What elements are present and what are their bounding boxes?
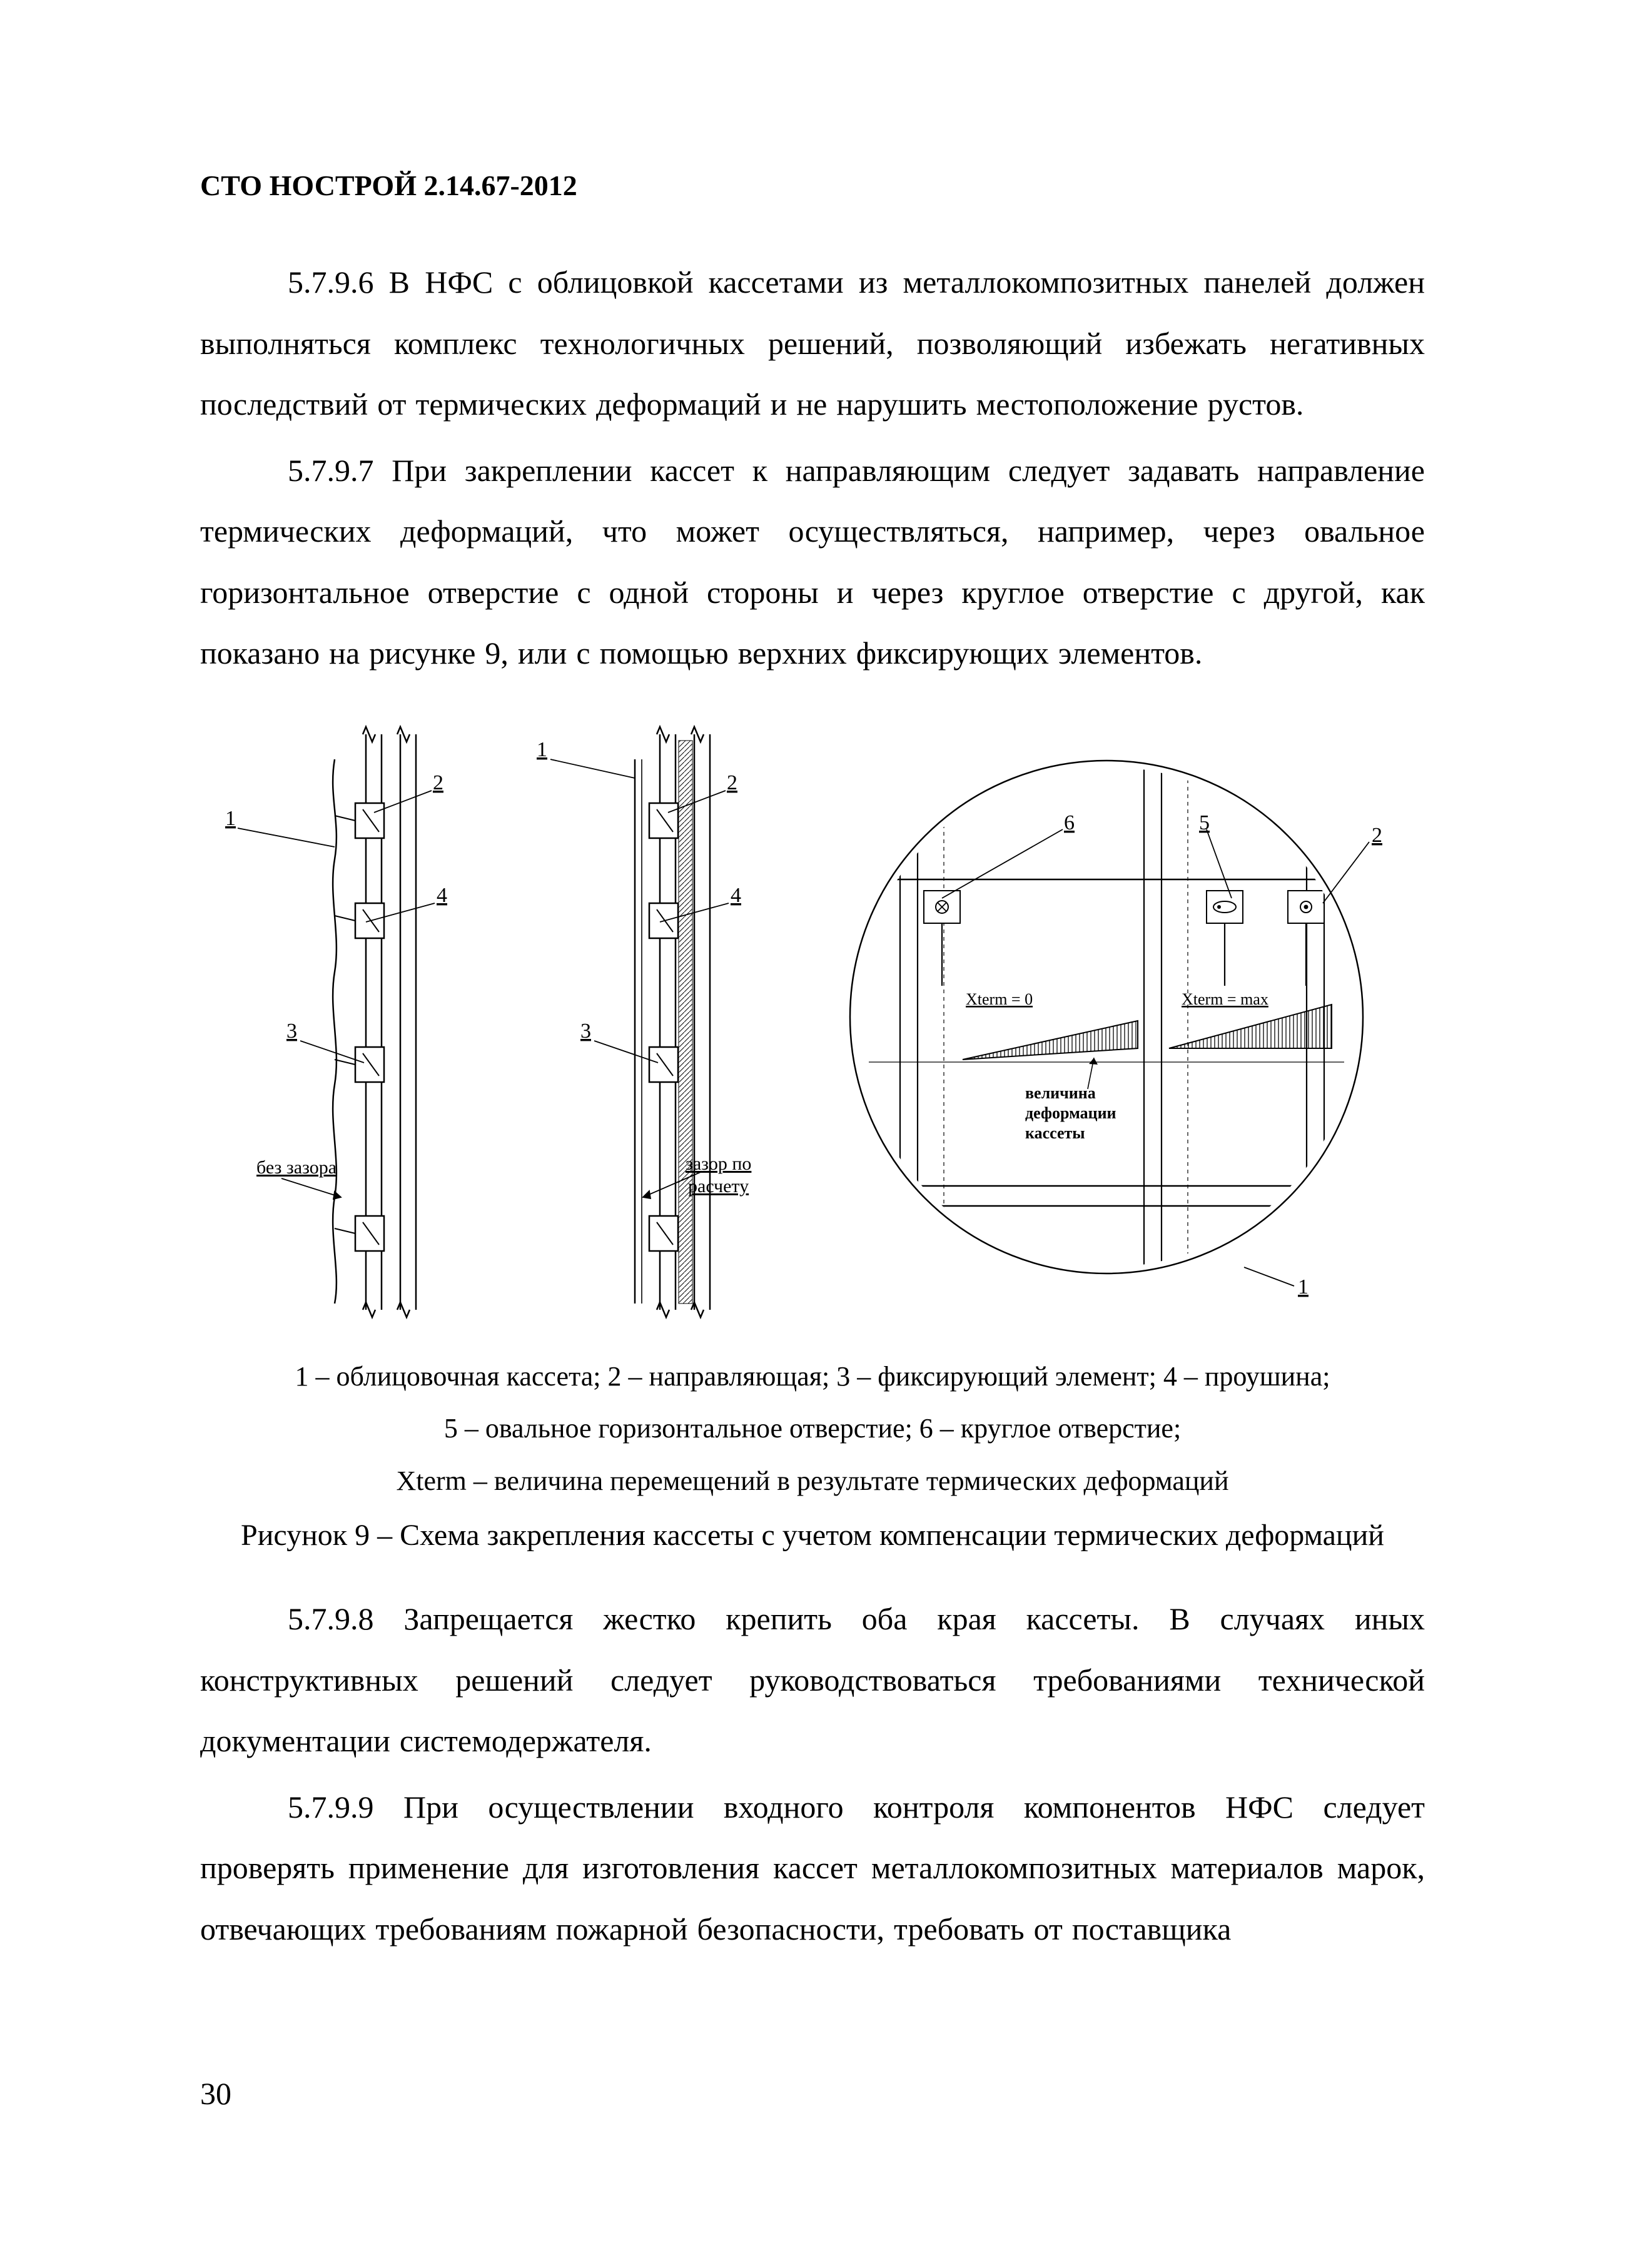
label-5: 5: [1199, 811, 1210, 834]
figure-9-left-svg: 1 2 4 3 без зазора: [200, 722, 469, 1322]
label-4-mid: 4: [731, 884, 741, 907]
label-2-right: 2: [1372, 824, 1382, 847]
paragraph-5-7-9-8: 5.7.9.8 Запрещается жестко крепить оба к…: [200, 1589, 1425, 1772]
figure-9-right-detail: Xterm = 0 Xterm = max величина деформаци…: [788, 742, 1425, 1305]
paragraph-5-7-9-7: 5.7.9.7 При закреплении кассет к направл…: [200, 440, 1425, 684]
page-container: СТО НОСТРОЙ 2.14.67-2012 5.7.9.6 В НФС с…: [0, 0, 1625, 2268]
figure-9-mid-svg: 1 2 4 3 зазор по расчету: [494, 722, 763, 1322]
label-no-gap: без зазора: [256, 1157, 337, 1178]
figure-legend-line-2: 5 – овальное горизонтальное отверстие; 6…: [200, 1402, 1425, 1455]
header-title: СТО НОСТРОЙ 2.14.67-2012: [200, 170, 577, 201]
label-2-mid: 2: [727, 771, 737, 794]
label-1-right: 1: [1298, 1275, 1309, 1299]
label-gap-b: расчету: [688, 1176, 749, 1197]
document-header: СТО НОСТРОЙ 2.14.67-2012: [200, 169, 1425, 202]
label-1: 1: [225, 807, 236, 830]
paragraph-5-7-9-6: 5.7.9.6 В НФС с облицовкой кассетами из …: [200, 252, 1425, 435]
label-4: 4: [437, 884, 447, 907]
page-number: 30: [200, 2075, 231, 2112]
figure-9-right-svg: Xterm = 0 Xterm = max величина деформаци…: [819, 742, 1394, 1305]
figure-caption: Рисунок 9 – Схема закрепления кассеты с …: [200, 1507, 1425, 1564]
xterm-zero-label: Xterm = 0: [966, 990, 1033, 1008]
figure-legend-line-3: Xterm – величина перемещений в результат…: [200, 1455, 1425, 1507]
label-3-mid: 3: [580, 1020, 591, 1043]
figure-9-container: 1 2 4 3 без зазора: [200, 722, 1425, 1325]
label-gap-a: зазор по: [686, 1153, 751, 1174]
deform-c: кассеты: [1025, 1124, 1085, 1142]
figure-9-mid-section: 1 2 4 3 зазор по расчету: [494, 722, 763, 1325]
label-1-mid: 1: [537, 738, 547, 761]
deform-a: величина: [1025, 1084, 1096, 1102]
label-2: 2: [433, 771, 443, 794]
figure-9-left-section: 1 2 4 3 без зазора: [200, 722, 469, 1325]
paragraph-5-7-9-9: 5.7.9.9 При осуществлении входного контр…: [200, 1777, 1425, 1960]
figure-legend-line-1: 1 – облицовочная кассета; 2 – направляющ…: [200, 1350, 1425, 1403]
xterm-max-label: Xterm = max: [1182, 990, 1268, 1008]
deform-b: деформации: [1025, 1104, 1116, 1122]
label-6: 6: [1064, 811, 1075, 834]
label-3: 3: [286, 1020, 297, 1043]
